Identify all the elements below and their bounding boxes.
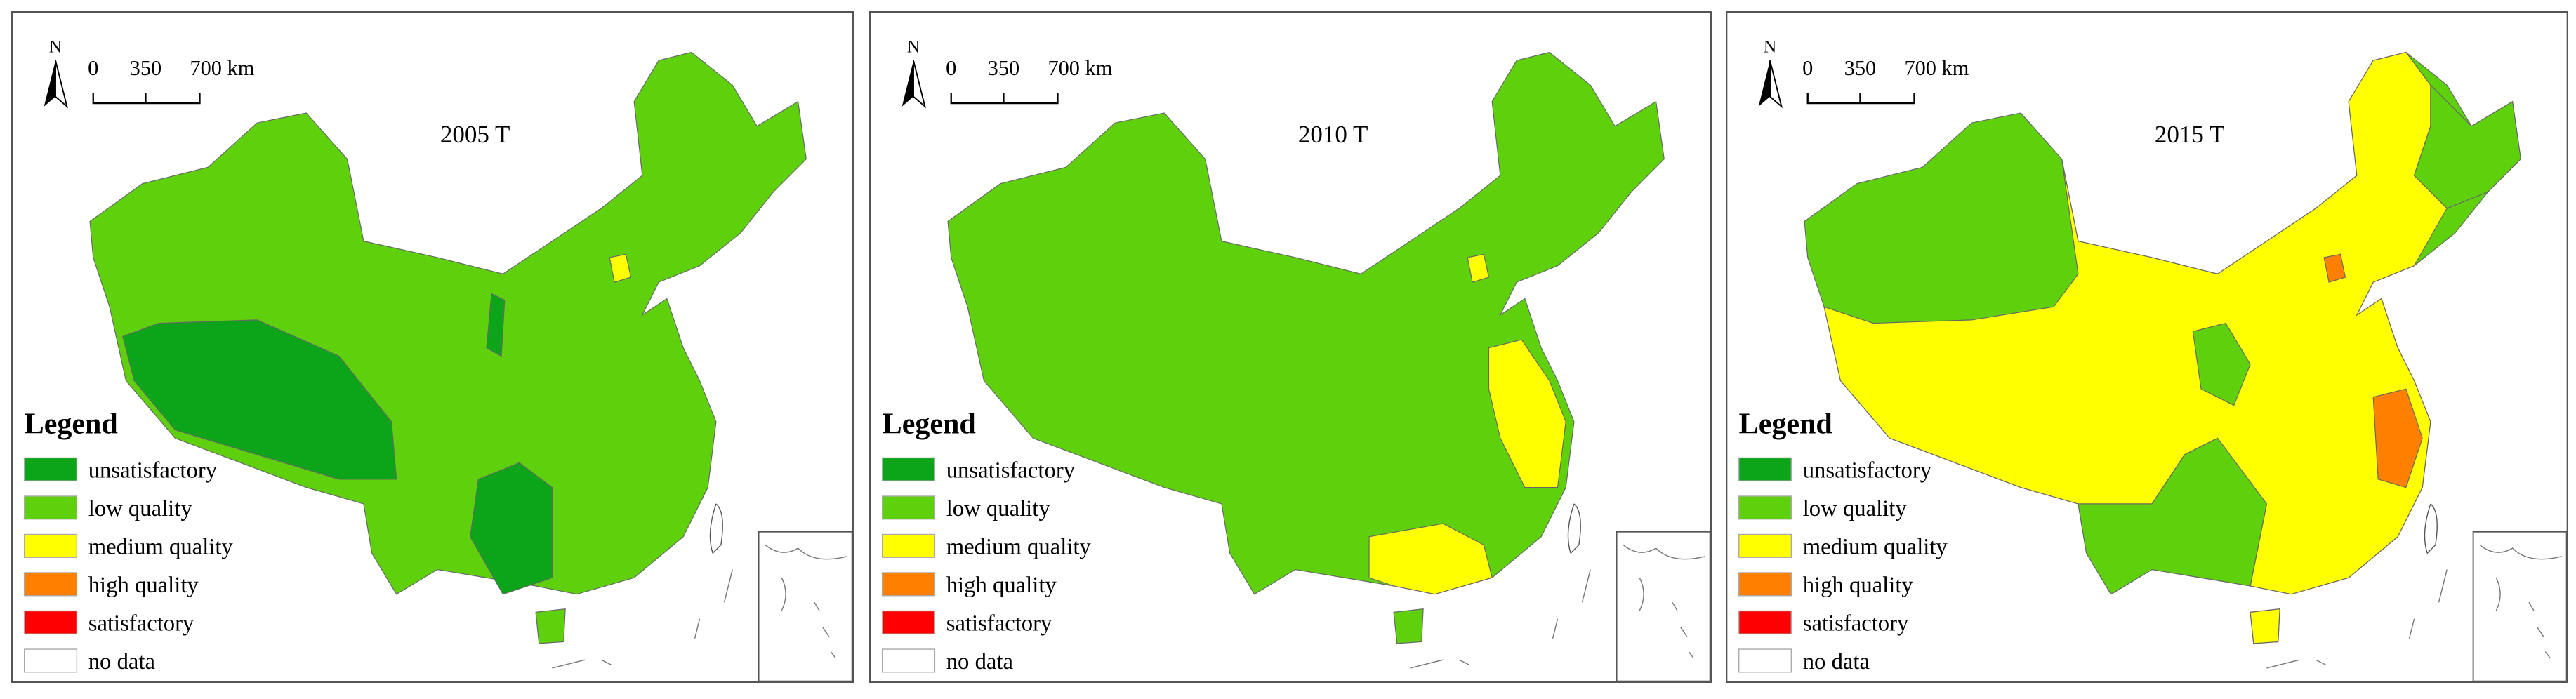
- island-outline: [709, 503, 723, 554]
- map-panel: N 0 350 700 km 2010 T Legend unsatisfactory low…: [869, 11, 1712, 683]
- legend-swatch: [881, 495, 936, 520]
- scale-bar: [1806, 93, 1915, 105]
- scale-label: 0: [946, 56, 956, 80]
- map-title: 2005 T: [440, 121, 510, 148]
- legend-swatch: [1738, 572, 1792, 597]
- scale-bar: [92, 93, 201, 105]
- inset-outline: [1623, 544, 1705, 659]
- inset-outline: [2479, 544, 2562, 659]
- legend-label: high quality: [946, 573, 1057, 598]
- sea-lines: [552, 569, 733, 669]
- north-arrow: [55, 60, 68, 109]
- scale-bar: [950, 93, 1059, 105]
- legend-swatch: [23, 533, 78, 558]
- legend-title: Legend: [883, 408, 976, 440]
- region: [1823, 51, 2448, 595]
- region: [2250, 608, 2280, 644]
- legend-label: low quality: [88, 496, 193, 521]
- legend-swatch: [881, 457, 936, 481]
- legend-label: low quality: [1803, 496, 1908, 521]
- legend-label: low quality: [946, 496, 1051, 521]
- region: [609, 253, 632, 283]
- region: [470, 462, 553, 595]
- north-label: N: [907, 36, 920, 56]
- map-panel: N 0 350 700 km 2015 T Legend unsatisfactory low…: [1726, 11, 2568, 683]
- region: [1368, 523, 1493, 595]
- inset-frame: [758, 531, 853, 682]
- legend-title: Legend: [25, 408, 118, 440]
- legend-label: medium quality: [88, 535, 234, 560]
- region: [122, 319, 397, 480]
- legend-label: satisfactory: [1803, 611, 1909, 637]
- inset-outline: [765, 544, 847, 659]
- region: [486, 293, 506, 357]
- north-arrow: [44, 60, 56, 107]
- legend-label: high quality: [88, 573, 199, 598]
- legend-swatch: [1738, 495, 1792, 520]
- legend-swatch: [23, 457, 78, 481]
- legend-swatch: [881, 610, 936, 634]
- region: [2323, 253, 2346, 283]
- legend-swatch: [23, 572, 78, 597]
- legend-label: unsatisfactory: [1803, 458, 1932, 483]
- country: [89, 51, 807, 595]
- map-title: 2015 T: [2155, 121, 2225, 148]
- region: [2413, 84, 2521, 209]
- legend-swatch: [23, 495, 78, 520]
- scale-label: 350: [130, 56, 162, 80]
- island-outline: [1567, 503, 1581, 554]
- scale-label: 700 km: [1904, 56, 1969, 80]
- island: [535, 608, 566, 644]
- scale-label: 700 km: [190, 56, 254, 80]
- north-arrow: [1769, 60, 1783, 109]
- legend-label: unsatisfactory: [946, 458, 1076, 483]
- region: [2372, 388, 2423, 488]
- north-arrow: [913, 60, 926, 109]
- legend-swatch: [1738, 457, 1792, 481]
- scale-label: 350: [1844, 56, 1877, 80]
- legend-swatch: [1738, 648, 1792, 673]
- legend-swatch: [881, 533, 936, 558]
- legend-title: Legend: [1739, 408, 1832, 440]
- scale-label: 700 km: [1048, 56, 1112, 80]
- legend-swatch: [23, 610, 78, 634]
- map-title: 2010 T: [1298, 121, 1368, 148]
- scale-label: 0: [88, 56, 98, 80]
- north-label: N: [49, 36, 62, 56]
- legend-label: no data: [1803, 649, 1870, 674]
- sea-lines: [1410, 569, 1591, 669]
- north-label: N: [1764, 36, 1777, 56]
- region: [1488, 339, 1566, 488]
- region: [2078, 437, 2268, 595]
- legend-swatch: [23, 648, 78, 673]
- inset-frame: [2472, 531, 2568, 682]
- legend-swatch: [881, 572, 936, 597]
- region: [2192, 322, 2251, 406]
- legend-label: no data: [946, 649, 1014, 674]
- island-outline: [2424, 503, 2438, 554]
- north-arrow: [1758, 60, 1771, 107]
- country: [947, 51, 1665, 595]
- scale-label: 350: [988, 56, 1020, 80]
- legend-label: satisfactory: [88, 611, 194, 637]
- legend-label: unsatisfactory: [88, 458, 218, 483]
- island: [1393, 608, 1424, 644]
- legend-label: medium quality: [1803, 535, 1948, 560]
- legend-swatch: [1738, 610, 1792, 634]
- map-panel: N 0 350 700 km 2005 T Legend unsatisfactory low…: [11, 11, 854, 683]
- region: [1467, 253, 1490, 283]
- legend-swatch: [881, 648, 936, 673]
- legend-label: medium quality: [946, 535, 1092, 560]
- legend-label: no data: [88, 649, 156, 674]
- sea-lines: [2266, 569, 2448, 669]
- scale-label: 0: [1802, 56, 1813, 80]
- inset-frame: [1616, 531, 1711, 682]
- legend-label: satisfactory: [946, 611, 1052, 637]
- legend-swatch: [1738, 533, 1792, 558]
- legend-label: high quality: [1803, 573, 1914, 598]
